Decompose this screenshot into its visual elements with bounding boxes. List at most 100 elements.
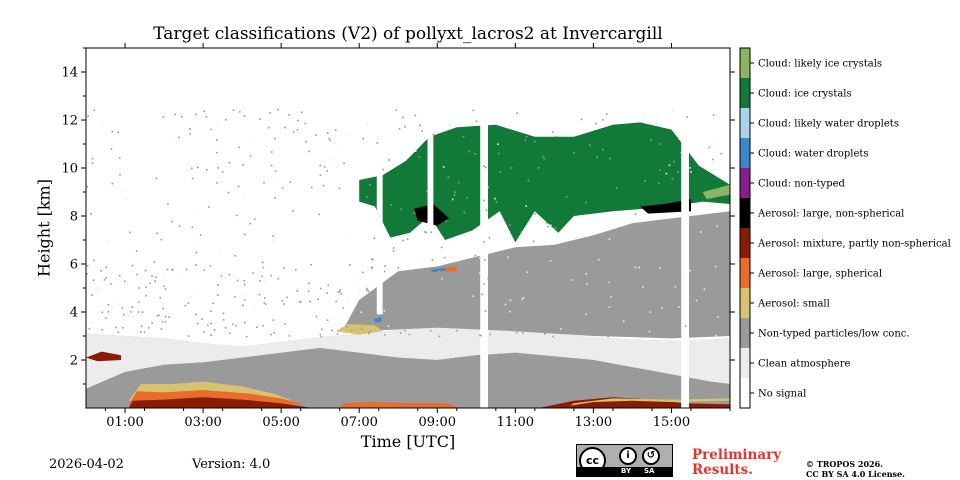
noise-pixel	[358, 290, 360, 293]
noise-pixel	[297, 119, 299, 122]
noise-pixel	[472, 109, 475, 112]
noise-pixel	[151, 322, 153, 324]
noise-pixel	[110, 148, 113, 150]
noise-pixel	[252, 272, 254, 274]
noise-pixel	[335, 300, 337, 303]
noise-pixel	[492, 298, 494, 301]
noise-pixel	[91, 321, 94, 324]
noise-pixel	[445, 264, 447, 267]
noise-pixel	[91, 162, 94, 165]
noise-pixel	[712, 114, 715, 116]
noise-pixel	[480, 334, 482, 337]
noise-pixel	[138, 287, 140, 289]
colorbar-swatch-2	[740, 318, 750, 348]
noise-pixel	[555, 135, 558, 138]
noise-pixel	[474, 153, 477, 155]
noise-pixel	[679, 335, 681, 338]
y-tick-label-4: 10	[61, 162, 78, 177]
noise-pixel	[286, 296, 288, 299]
noise-pixel	[560, 328, 562, 330]
noise-pixel	[392, 247, 395, 249]
noise-pixel	[117, 331, 120, 333]
noise-pixel	[468, 333, 471, 336]
noise-pixel	[459, 285, 461, 288]
noise-pixel	[650, 139, 652, 141]
noise-pixel	[121, 307, 124, 309]
noise-pixel	[292, 210, 294, 212]
noise-pixel	[494, 197, 496, 200]
noise-pixel	[506, 317, 508, 320]
noise-pixel	[396, 314, 399, 316]
noise-pixel	[326, 292, 329, 294]
noise-pixel	[131, 264, 134, 267]
noise-pixel	[612, 280, 614, 283]
noise-pixel	[700, 231, 702, 233]
noise-pixel	[552, 131, 554, 133]
noise-pixel	[535, 266, 538, 269]
noise-pixel	[702, 317, 705, 320]
colorbar-label-7: Cloud: non-typed	[758, 179, 846, 190]
colorbar-label-1: Clean atmosphere	[758, 359, 851, 370]
noise-pixel	[632, 289, 635, 292]
noise-pixel	[346, 325, 348, 328]
noise-pixel	[228, 162, 231, 164]
noise-pixel	[509, 299, 512, 302]
noise-pixel	[272, 235, 274, 237]
noise-pixel	[554, 227, 557, 229]
noise-pixel	[256, 326, 258, 328]
noise-pixel	[543, 157, 545, 160]
colorbar-label-11: Cloud: likely ice crystals	[758, 59, 882, 70]
copyright-note: © TROPOS 2026. CC BY SA 4.0 License.	[806, 459, 905, 479]
noise-pixel	[419, 269, 421, 272]
noise-pixel	[596, 156, 598, 158]
noise-pixel	[158, 314, 160, 316]
noise-pixel	[101, 311, 104, 314]
noise-pixel	[167, 203, 169, 205]
noise-pixel	[281, 300, 284, 302]
noise-pixel	[449, 324, 452, 326]
noise-pixel	[300, 301, 302, 303]
colorbar-swatch-11	[740, 48, 750, 78]
noise-pixel	[217, 284, 219, 286]
noise-pixel	[634, 266, 637, 269]
noise-pixel	[483, 283, 485, 285]
colorbar-label-10: Cloud: ice crystals	[758, 89, 852, 100]
noise-pixel	[273, 331, 275, 334]
noise-pixel	[402, 116, 404, 119]
colorbar-label-3: Aerosol: small	[757, 299, 830, 310]
noise-pixel	[527, 179, 530, 182]
noise-pixel	[264, 281, 266, 283]
noise-pixel	[223, 330, 225, 333]
noise-pixel	[258, 293, 261, 296]
noise-pixel	[181, 115, 183, 118]
noise-pixel	[659, 267, 661, 270]
noise-pixel	[608, 306, 611, 308]
noise-pixel	[174, 113, 177, 116]
noise-pixel	[336, 166, 338, 168]
noise-pixel	[708, 317, 710, 320]
noise-pixel	[342, 307, 344, 309]
noise-pixel	[596, 274, 598, 276]
noise-pixel	[588, 283, 591, 286]
noise-pixel	[378, 215, 381, 217]
noise-pixel	[539, 255, 541, 258]
noise-pixel	[345, 231, 348, 234]
noise-pixel	[509, 224, 511, 226]
noise-pixel	[103, 279, 106, 281]
noise-pixel	[163, 274, 166, 276]
noise-pixel	[717, 316, 719, 318]
noise-pixel	[492, 264, 495, 266]
noise-pixel	[374, 263, 376, 266]
noise-pixel	[630, 300, 633, 302]
noise-pixel	[349, 264, 351, 266]
noise-pixel	[420, 321, 423, 324]
noise-pixel	[528, 281, 531, 284]
noise-pixel	[584, 311, 586, 313]
noise-pixel	[427, 313, 429, 315]
noise-pixel	[390, 314, 393, 317]
noise-pixel	[635, 299, 637, 301]
noise-pixel	[638, 266, 640, 269]
noise-pixel	[209, 310, 212, 312]
noise-pixel	[388, 159, 390, 161]
noise-pixel	[234, 281, 237, 283]
